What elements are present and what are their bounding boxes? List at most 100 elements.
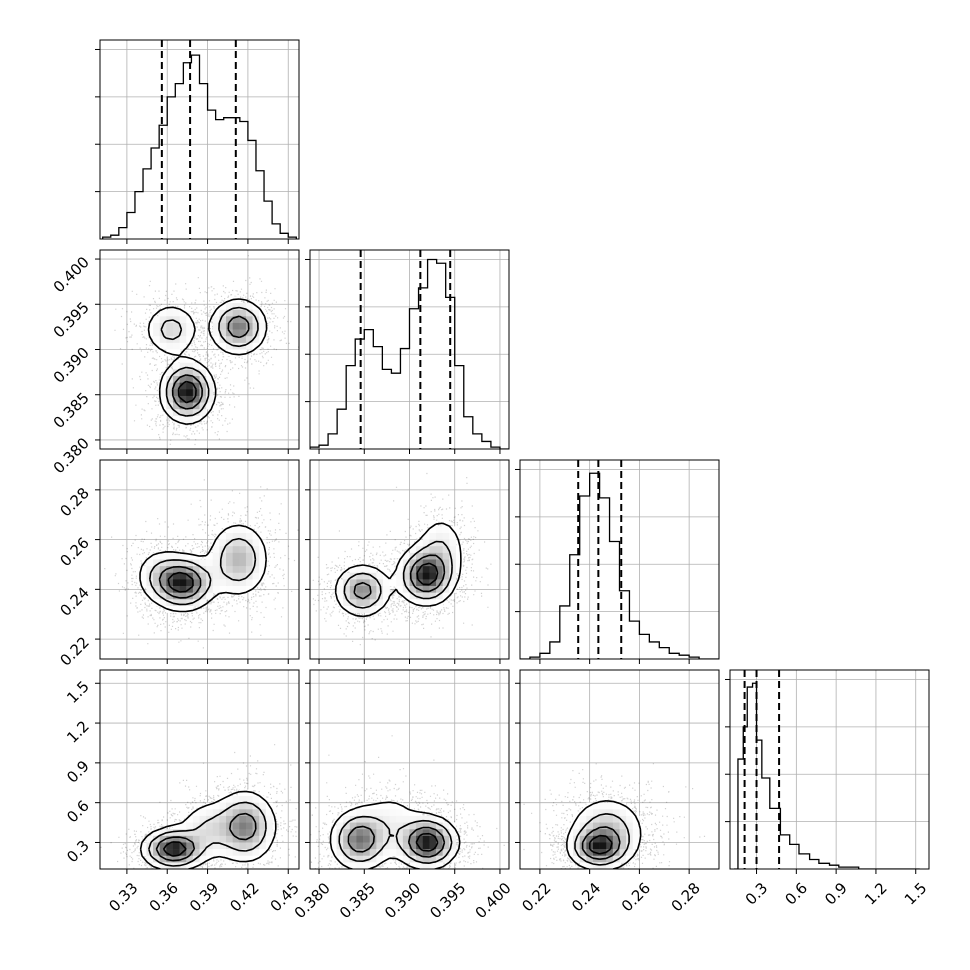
density-cell-3-0-19-20 bbox=[232, 796, 240, 803]
density-cell-2-0-14-10 bbox=[166, 552, 174, 560]
density-cell-1-0-25-12 bbox=[179, 415, 187, 423]
density-cell-3-2-24-16 bbox=[626, 829, 634, 837]
contour-1-0-0 bbox=[147, 298, 268, 425]
density-cell-1-0-9-21 bbox=[239, 309, 247, 317]
density-cell-3-1-29-7 bbox=[356, 862, 364, 869]
density-cell-1-0-18-10 bbox=[166, 369, 174, 377]
density-cell-2-1-16-14 bbox=[402, 566, 410, 574]
density-cell-2-1-15-13 bbox=[396, 559, 404, 567]
density-cell-1-0-11-8 bbox=[153, 322, 160, 330]
density-cell-2-1-20-9 bbox=[369, 592, 377, 600]
density-cell-1-0-11-7 bbox=[146, 322, 154, 330]
density-cell-3-0-23-16 bbox=[206, 822, 214, 830]
density-cell-2-0-18-19 bbox=[226, 579, 233, 587]
density-cell-2-1-18-13 bbox=[396, 579, 404, 587]
density-cell-2-0-19-19 bbox=[226, 586, 233, 593]
density-cell-1-0-12-20 bbox=[232, 329, 240, 337]
density-cell-2-0-19-15 bbox=[199, 586, 207, 593]
density-cell-2-1-19-9 bbox=[369, 586, 377, 593]
density-cell-2-1-11-17 bbox=[422, 532, 430, 540]
density-cell-3-2-25-7 bbox=[566, 835, 574, 843]
contour-2-1-2 bbox=[353, 554, 446, 600]
density-cell-3-0-26-20 bbox=[232, 842, 240, 850]
density-cell-1-0-9-12 bbox=[179, 309, 187, 317]
density-cell-3-2-21-10 bbox=[586, 809, 594, 817]
density-cell-3-2-24-8 bbox=[573, 829, 580, 837]
density-cell-2-0-18-8 bbox=[153, 579, 160, 587]
density-cell-2-1-17-21 bbox=[449, 572, 457, 580]
density-cell-2-1-10-20 bbox=[442, 526, 450, 534]
density-cell-3-1-23-7 bbox=[356, 822, 364, 830]
density-cell-3-0-23-17 bbox=[212, 822, 220, 830]
density-cell-1-0-22-15 bbox=[199, 395, 207, 403]
x-tick-label-0-3: 0.42 bbox=[226, 879, 262, 915]
density-cell-3-1-26-3 bbox=[329, 842, 337, 850]
contour-3-0-2 bbox=[155, 812, 257, 862]
density-cell-3-2-25-17 bbox=[632, 835, 640, 843]
panel-1-1 bbox=[305, 249, 510, 454]
density-cell-3-1-25-14 bbox=[402, 835, 410, 843]
density-cell-3-1-28-14 bbox=[402, 855, 410, 863]
density-cell-2-1-22-5 bbox=[343, 605, 351, 613]
density-cell-2-0-19-21 bbox=[239, 586, 247, 593]
density-cell-2-0-19-7 bbox=[146, 586, 154, 593]
density-cell-3-1-25-17 bbox=[422, 835, 430, 843]
density-cell-2-0-21-14 bbox=[192, 599, 200, 607]
density-cell-2-0-14-23 bbox=[252, 552, 260, 560]
density-cell-3-0-21-14 bbox=[192, 809, 200, 817]
density-cell-1-0-11-11 bbox=[172, 322, 180, 330]
y-tick-label-3-3: 1.2 bbox=[63, 717, 93, 747]
density-cell-3-2-26-17 bbox=[632, 842, 640, 850]
density-cell-3-0-25-23 bbox=[252, 835, 260, 843]
density-cell-2-0-16-7 bbox=[146, 566, 154, 574]
density-cell-3-2-21-14 bbox=[612, 809, 620, 817]
contour-3-1-3 bbox=[415, 832, 439, 852]
density-cell-1-0-10-9 bbox=[159, 316, 167, 324]
density-cell-3-0-23-24 bbox=[259, 822, 267, 830]
density-cell-1-0-14-22 bbox=[245, 342, 253, 350]
contour-3-0-1 bbox=[148, 801, 267, 867]
density-cell-3-1-24-18 bbox=[429, 829, 437, 837]
density-cell-1-0-23-15 bbox=[199, 402, 207, 410]
density-cell-3-1-27-10 bbox=[376, 849, 384, 857]
x-tick-label-2-1: 0.24 bbox=[568, 879, 604, 915]
density-cell-2-1-21-8 bbox=[363, 599, 370, 607]
panel-2-2 bbox=[515, 459, 720, 664]
density-cell-2-1-16-9 bbox=[369, 566, 377, 574]
panel-inner-3-0 bbox=[100, 744, 298, 869]
density-cell-1-0-23-11 bbox=[172, 402, 180, 410]
density-cell-2-1-13-21 bbox=[449, 546, 457, 554]
density-cell-2-0-15-7 bbox=[146, 559, 154, 567]
density-cell-3-1-25-18 bbox=[429, 835, 437, 843]
y-tick-label-2-3: 0.28 bbox=[56, 484, 92, 520]
density-cell-2-0-10-19 bbox=[226, 526, 233, 534]
density-cell-3-0-26-14 bbox=[192, 842, 200, 850]
density-cell-3-1-22-4 bbox=[336, 815, 344, 823]
density-cell-2-1-16-8 bbox=[363, 566, 370, 574]
y-tick-label-2-1: 0.24 bbox=[56, 583, 92, 619]
contour-2-1-1 bbox=[343, 540, 453, 609]
x-tick-label-3-0: 0.3 bbox=[742, 879, 772, 909]
density-cell-3-0-27-8 bbox=[153, 849, 160, 857]
density-cell-2-0-15-13 bbox=[186, 559, 194, 567]
density-cell-2-0-11-21 bbox=[239, 532, 247, 540]
density-cell-3-2-27-10 bbox=[586, 849, 594, 857]
density-cell-2-1-21-18 bbox=[429, 599, 437, 607]
density-cell-2-0-14-22 bbox=[245, 552, 253, 560]
density-cell-3-1-29-15 bbox=[409, 862, 417, 869]
density-cell-3-1-22-13 bbox=[396, 815, 404, 823]
density-cell-3-1-24-7 bbox=[356, 829, 364, 837]
density-cell-3-1-21-7 bbox=[356, 809, 364, 817]
density-cell-3-2-24-11 bbox=[592, 829, 600, 837]
density-cell-2-0-16-20 bbox=[232, 566, 240, 574]
panel-frame-3-0 bbox=[99, 669, 300, 870]
density-cell-3-1-20-12 bbox=[389, 802, 397, 810]
density-cell-3-1-26-5 bbox=[343, 842, 351, 850]
density-cell-2-0-18-17 bbox=[212, 579, 220, 587]
density-cell-3-1-24-13 bbox=[396, 829, 404, 837]
density-cell-2-0-20-7 bbox=[146, 592, 154, 600]
density-cell-3-1-22-18 bbox=[429, 815, 437, 823]
density-cell-3-1-27-17 bbox=[422, 849, 430, 857]
density-cell-3-0-22-22 bbox=[245, 815, 253, 823]
